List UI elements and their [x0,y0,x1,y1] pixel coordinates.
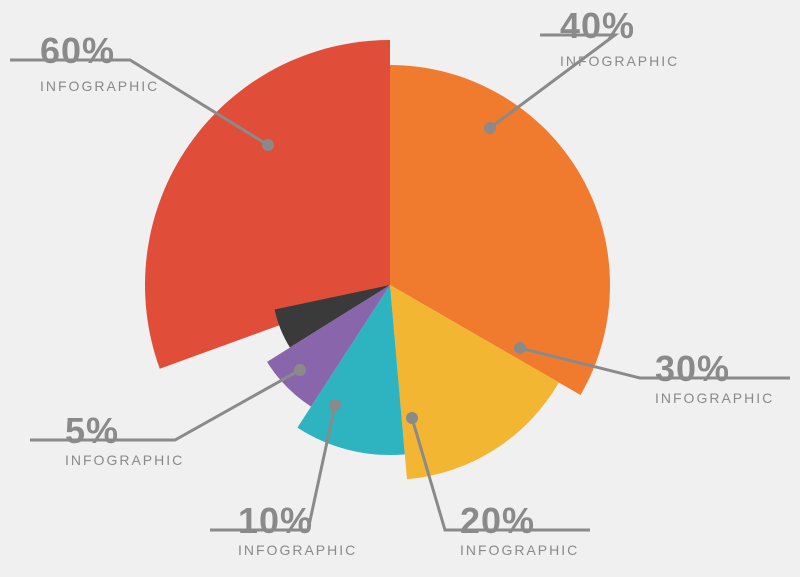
pie-svg [0,0,800,577]
leader-dot [484,122,496,134]
leader-dot [514,342,526,354]
leader-dot [329,399,341,411]
leader-dot [406,412,418,424]
leader-line [30,370,300,440]
infographic-stage: 40%INFOGRAPHIC60%INFOGRAPHIC30%INFOGRAPH… [0,0,800,577]
leader-line [490,35,615,128]
leader-dot [262,139,274,151]
leader-dot [294,364,306,376]
